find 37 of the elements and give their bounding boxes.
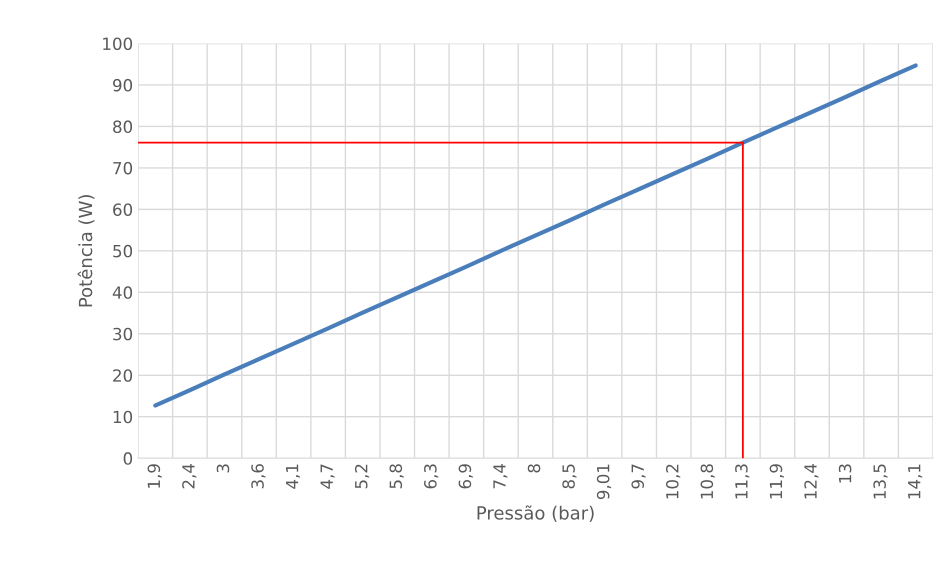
y-tick-label: 30 bbox=[113, 328, 132, 340]
x-tick-label: 6,9 bbox=[458, 464, 473, 488]
x-tick-label: 4,7 bbox=[320, 464, 335, 489]
y-tick-label: 50 bbox=[113, 244, 132, 258]
y-tick-label: 80 bbox=[113, 120, 132, 134]
y-tick-label: 20 bbox=[113, 369, 132, 382]
y-tick-label: 40 bbox=[112, 286, 132, 299]
y-tick-label: 0 bbox=[124, 452, 132, 465]
x-tick-label: 5,8 bbox=[389, 464, 404, 488]
x-tick-label: 13,5 bbox=[873, 464, 888, 498]
x-tick-label: 3 bbox=[216, 464, 230, 472]
y-axis-title: Potência (W) bbox=[78, 195, 94, 306]
x-tick-label: 7,4 bbox=[493, 464, 508, 488]
x-tick-label: 11,3 bbox=[735, 464, 750, 498]
line-series bbox=[153, 63, 918, 408]
x-tick-label: 6,3 bbox=[424, 464, 438, 488]
x-tick-label: 4,1 bbox=[286, 464, 300, 489]
x-tick-label: 13 bbox=[838, 464, 852, 482]
x-tick-label: 12,4 bbox=[804, 464, 819, 498]
y-tick-label: 60 bbox=[113, 203, 132, 216]
x-tick-label: 9,01 bbox=[596, 464, 612, 500]
x-tick-label: 10,8 bbox=[700, 464, 715, 498]
x-tick-label: 10,2 bbox=[666, 464, 680, 498]
x-tick-label: 9,7 bbox=[631, 464, 646, 489]
x-tick-label: 2,4 bbox=[182, 464, 196, 488]
y-tick-label: 70 bbox=[113, 162, 132, 174]
x-tick-label: 1,9 bbox=[148, 464, 162, 488]
y-tick-label: 10 bbox=[114, 410, 132, 424]
x-tick-label: 8,5 bbox=[562, 464, 577, 488]
x-tick-label: 11,9 bbox=[770, 464, 784, 498]
x-tick-label: 3,6 bbox=[251, 464, 266, 488]
x-tick-label: 5,2 bbox=[354, 464, 370, 488]
x-axis-title: Pressão (bar) bbox=[478, 505, 594, 522]
x-tick-label: 8 bbox=[528, 464, 540, 473]
y-tick-label: 100 bbox=[103, 37, 132, 50]
y-tick-label: 90 bbox=[113, 78, 132, 92]
x-tick-label: 14,1 bbox=[908, 464, 922, 498]
